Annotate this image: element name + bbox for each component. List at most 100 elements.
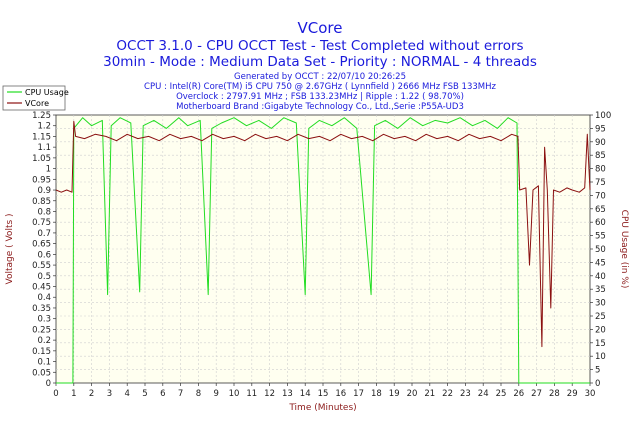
- grid-lines: [56, 115, 590, 383]
- left-tick-label: 0.1: [37, 358, 51, 368]
- legend-box: [2, 85, 66, 111]
- right-tick-label: 80: [595, 165, 606, 175]
- x-tick-label: 11: [246, 389, 257, 399]
- x-tick-label: 2: [89, 389, 94, 399]
- left-tick-label: 0.15: [32, 347, 51, 357]
- x-tick-label: 7: [178, 389, 183, 399]
- right-tick-label: 10: [595, 352, 606, 362]
- x-tick-label: 21: [424, 389, 435, 399]
- left-tick-label: 0.85: [32, 197, 51, 207]
- legend-label-cpu-usage: CPU Usage: [25, 88, 69, 97]
- chart-subtitle-1: OCCT 3.1.0 - CPU OCCT Test - Test Comple…: [116, 38, 523, 54]
- left-tick-label: 0.2: [37, 336, 51, 346]
- left-tick-label: 0.9: [37, 186, 51, 196]
- right-tick-label: 60: [595, 218, 606, 228]
- x-tick-label: 5: [142, 389, 147, 399]
- x-axis-label: Time (Minutes): [288, 403, 356, 413]
- left-tick-label: 1.15: [32, 132, 51, 142]
- left-tick-label: 1.25: [32, 111, 51, 121]
- x-tick-label: 15: [318, 389, 329, 399]
- x-tick-label: 3: [107, 389, 112, 399]
- right-tick-label: 20: [595, 325, 606, 335]
- x-tick-label: 18: [371, 389, 382, 399]
- legend-label-vcore: VCore: [25, 99, 49, 108]
- x-tick-label: 16: [335, 389, 346, 399]
- left-tick-label: 1: [46, 165, 51, 175]
- x-tick-label: 17: [353, 389, 364, 399]
- left-tick-label: 1.1: [37, 143, 51, 153]
- right-axis-ticks: 0 5 10 15 20 25 30 35 40 45 50 55 60 65 70 75 80 85 90 95 10…: [590, 111, 611, 389]
- left-tick-label: 0.6: [37, 250, 51, 260]
- x-tick-label: 0: [53, 389, 58, 399]
- left-tick-label: 0.8: [37, 207, 51, 217]
- info-cpu: CPU : Intel(R) Core(TM) i5 CPU 750 @ 2.6…: [144, 82, 496, 92]
- x-tick-label: 29: [567, 389, 578, 399]
- x-tick-label: 20: [407, 389, 418, 399]
- series-line-cpu-usage: [56, 117, 590, 384]
- x-tick-label: 13: [282, 389, 293, 399]
- left-axis-label: Voltage ( Volts ): [5, 213, 15, 284]
- right-tick-label: 15: [595, 339, 606, 349]
- left-tick-label: 0.05: [32, 368, 51, 378]
- right-tick-label: 30: [595, 299, 606, 309]
- left-tick-label: 0.3: [37, 315, 51, 325]
- x-axis-ticks: 0 1 2 3 4 5 6 7 8 9 10 11 12 13 14 15 16 17 18 19 20 21 22 23 24…: [53, 383, 595, 399]
- left-tick-label: 0.65: [32, 240, 51, 250]
- right-tick-label: 95: [595, 124, 606, 134]
- left-tick-label: 0: [46, 379, 51, 389]
- chart-subtitle-2: 30min - Mode : Medium Data Set - Priorit…: [103, 54, 537, 70]
- info-overclock: Overclock : 2797.91 MHz ; FSB 133.23MHz …: [176, 92, 464, 102]
- right-tick-label: 85: [595, 151, 606, 161]
- x-tick-label: 10: [229, 389, 240, 399]
- legend: CPU Usage VCore: [2, 85, 69, 111]
- right-axis-label: CPU Usage (in %): [619, 210, 629, 289]
- left-tick-label: 0.45: [32, 283, 51, 293]
- x-tick-label: 1: [71, 389, 76, 399]
- right-tick-label: 100: [595, 111, 611, 121]
- left-tick-label: 0.25: [32, 325, 51, 335]
- x-tick-label: 22: [442, 389, 453, 399]
- chart-title: VCore: [298, 19, 343, 37]
- left-tick-label: 0.5: [37, 272, 51, 282]
- right-tick-label: 40: [595, 272, 606, 282]
- x-tick-label: 27: [531, 389, 542, 399]
- x-tick-label: 23: [460, 389, 471, 399]
- series-layer: [55, 117, 591, 384]
- x-tick-label: 9: [213, 389, 218, 399]
- right-tick-label: 45: [595, 258, 606, 268]
- info-generated: Generated by OCCT : 22/07/10 20:26:25: [234, 72, 406, 82]
- right-tick-label: 35: [595, 285, 606, 295]
- x-tick-label: 8: [196, 389, 201, 399]
- right-tick-label: 75: [595, 178, 606, 188]
- left-tick-label: 1.05: [32, 154, 51, 164]
- right-tick-label: 55: [595, 232, 606, 242]
- x-tick-label: 12: [264, 389, 275, 399]
- x-tick-label: 30: [585, 389, 596, 399]
- right-tick-label: 25: [595, 312, 606, 322]
- left-tick-label: 0.4: [37, 293, 51, 303]
- x-tick-label: 25: [496, 389, 507, 399]
- series-line-vcore: [55, 120, 591, 348]
- left-tick-label: 0.75: [32, 218, 51, 228]
- x-tick-label: 24: [478, 389, 489, 399]
- right-tick-label: 70: [595, 191, 606, 201]
- x-tick-label: 28: [549, 389, 560, 399]
- right-tick-label: 65: [595, 205, 606, 215]
- left-tick-label: 0.35: [32, 304, 51, 314]
- right-tick-label: 50: [595, 245, 606, 255]
- x-tick-label: 6: [160, 389, 165, 399]
- x-tick-label: 19: [389, 389, 400, 399]
- right-tick-label: 90: [595, 138, 606, 148]
- right-tick-label: 0: [595, 379, 600, 389]
- x-tick-label: 4: [124, 389, 129, 399]
- left-tick-label: 0.55: [32, 261, 51, 271]
- right-tick-label: 5: [595, 366, 600, 376]
- left-tick-label: 1.2: [37, 122, 51, 132]
- info-motherboard: Motherboard Brand :Gigabyte Technology C…: [176, 102, 464, 112]
- left-tick-label: 0.95: [32, 175, 51, 185]
- x-tick-label: 14: [300, 389, 311, 399]
- x-tick-label: 26: [513, 389, 524, 399]
- left-axis-ticks: 00.050.10.150.20.250.30.350.40.450.50.55…: [32, 111, 56, 389]
- left-tick-label: 0.7: [37, 229, 51, 239]
